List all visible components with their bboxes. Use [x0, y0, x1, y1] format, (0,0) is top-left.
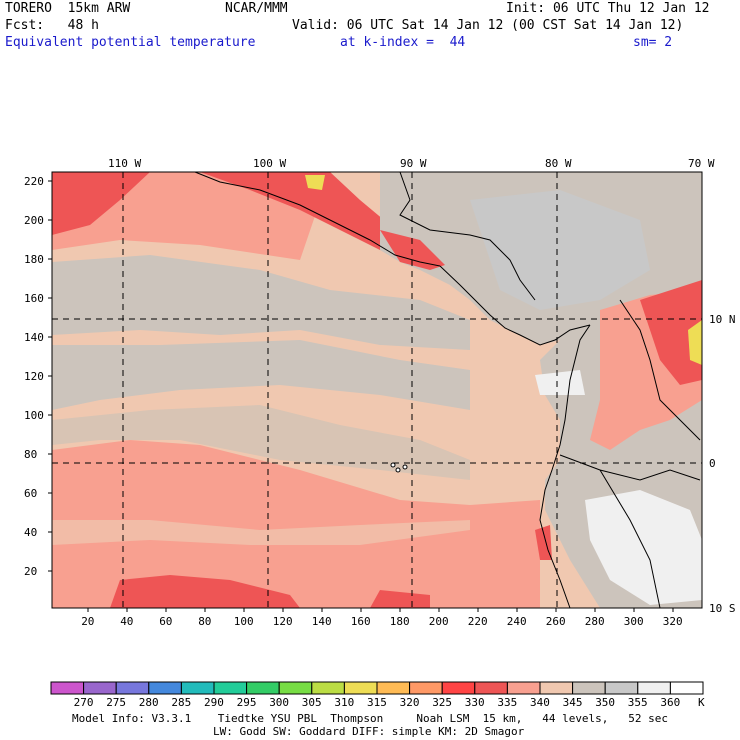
lat-label-equator: 0 [709, 457, 716, 470]
yellow-patch-mexico [305, 175, 325, 190]
legend-label: 350 [595, 696, 616, 709]
y-tick-label: 220 [24, 175, 44, 188]
x-tick-label: 40 [120, 615, 134, 628]
y-tick-label: 160 [24, 292, 44, 305]
land-white-ecuador [535, 370, 585, 395]
x-tick-label: 100 [233, 615, 254, 628]
lon-label-110w: 110 W [108, 157, 142, 170]
red-patch-mexico [200, 172, 400, 255]
galapagos-island-1 [390, 462, 396, 468]
lat-label-10n: 10 N [709, 313, 736, 326]
legend-label: 325 [432, 696, 453, 709]
band-south-red2 [370, 590, 430, 608]
x-tick-label: 120 [272, 615, 293, 628]
x-tick-label: 300 [623, 615, 644, 628]
valid-time: Valid: 06 UTC Sat 14 Jan 12 (00 CST Sat … [292, 18, 684, 33]
x-tick-label: 320 [662, 615, 683, 628]
x-tick-label: 280 [584, 615, 605, 628]
legend-label: 295 [236, 696, 257, 709]
red-patch-nw [52, 172, 150, 235]
lon-label-100w: 100 W [253, 157, 287, 170]
legend-label: 305 [301, 696, 322, 709]
legend-label: 355 [627, 696, 648, 709]
land-red-colombia [640, 280, 702, 385]
land-grey-light [470, 190, 650, 310]
x-tick-label: 200 [428, 615, 449, 628]
x-tick-label: 80 [198, 615, 212, 628]
organization-label: NCAR/MMM [225, 1, 288, 16]
legend-label: 280 [138, 696, 159, 709]
coastline-south-america [539, 324, 591, 608]
x-tick-label: 60 [159, 615, 173, 628]
lon-label-70w: 70 W [688, 157, 715, 170]
band-mid-grey [52, 340, 470, 410]
coastline-caribbean [399, 172, 536, 301]
y-tick-label: 140 [24, 331, 44, 344]
field-name: Equivalent potential temperature [5, 35, 256, 50]
legend-label: 310 [334, 696, 355, 709]
model-title: TORERO 15km ARW [5, 1, 131, 16]
init-time: Init: 06 UTC Thu 12 Jan 12 [506, 1, 710, 16]
lon-label-80w: 80 W [545, 157, 572, 170]
legend-label: 345 [562, 696, 583, 709]
y-tick-label: 100 [24, 409, 44, 422]
border-colombia [619, 299, 701, 441]
footer-model-info: Model Info: V3.3.1 Tiedtke YSU PBL Thomp… [72, 712, 669, 725]
y-tick-label: 20 [24, 565, 38, 578]
band-mid-grey2 [52, 405, 470, 480]
x-tick-label: 260 [545, 615, 566, 628]
band-south-red [110, 575, 300, 608]
legend-label: 285 [171, 696, 192, 709]
coastline-mexico [194, 172, 441, 267]
footer-physics-info: LW: Godd SW: Goddard DIFF: simple KM: 2D… [213, 725, 525, 738]
y-tick-label: 120 [24, 370, 44, 383]
legend-label: 300 [269, 696, 290, 709]
band-south-peach [52, 520, 470, 545]
band-south-pink [52, 440, 540, 608]
legend-label: 290 [204, 696, 224, 709]
legend-label: 335 [497, 696, 518, 709]
band-north-grey [52, 255, 470, 350]
y-tick-label: 60 [24, 487, 38, 500]
lat-label-10s: 10 S [709, 602, 736, 615]
x-tick-label: 20 [81, 615, 95, 628]
coastline-central-america [439, 265, 591, 346]
x-tick-label: 160 [350, 615, 371, 628]
legend-label: 330 [464, 696, 485, 709]
border-peru [559, 454, 701, 481]
plot-frame [51, 171, 703, 609]
y-tick-label: 180 [24, 253, 44, 266]
legend-label: 275 [106, 696, 127, 709]
lon-label-90w: 90 W [400, 157, 427, 170]
land-yellow-venezuela [688, 320, 702, 365]
legend-label: 320 [399, 696, 420, 709]
x-tick-label: 220 [467, 615, 488, 628]
x-tick-label: 180 [389, 615, 410, 628]
y-tick-label: 200 [24, 214, 44, 227]
forecast-hour: Fcst: 48 h [5, 18, 99, 33]
legend-label: 315 [367, 696, 387, 709]
galapagos-island-3 [402, 464, 408, 470]
y-tick-label: 40 [24, 526, 38, 539]
smoothing-label: sm= 2 [633, 35, 673, 50]
x-tick-label: 240 [506, 615, 527, 628]
galapagos-island-2 [395, 467, 401, 473]
y-tick-label: 80 [24, 448, 38, 461]
level-label: at k-index = 44 [340, 35, 466, 50]
x-tick-label: 140 [311, 615, 332, 628]
border-brazil [599, 469, 661, 608]
land-peru-red [535, 525, 552, 560]
legend-unit: K [698, 696, 705, 709]
legend-label: 270 [73, 696, 94, 709]
legend-label: 340 [530, 696, 550, 709]
legend-label: 360 [660, 696, 681, 709]
